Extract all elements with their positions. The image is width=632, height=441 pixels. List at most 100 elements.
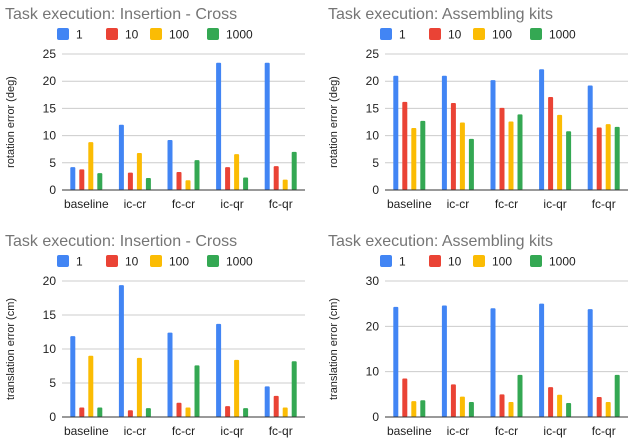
- bar-fc-cr-10: [176, 172, 182, 190]
- y-tick-label: 0: [49, 183, 56, 197]
- bar-ic-cr-1: [118, 124, 124, 190]
- legend-label-1000: 1000: [226, 255, 253, 269]
- bar-baseline-1000: [420, 120, 426, 190]
- bar-ic-qr-1: [539, 69, 545, 190]
- bar-ic-cr-1: [118, 285, 124, 417]
- legend-swatch-1: [380, 255, 392, 267]
- y-tick-label: 10: [366, 365, 380, 379]
- bar-baseline-100: [411, 401, 417, 417]
- bar-fc-cr-10: [499, 394, 505, 417]
- y-tick-label: 30: [366, 274, 380, 288]
- legend-swatch-1: [57, 28, 69, 40]
- bar-ic-qr-1000: [243, 177, 249, 190]
- bar-fc-qr-100: [605, 124, 611, 190]
- x-tick-label: fc-cr: [172, 197, 195, 211]
- x-tick-label: baseline: [64, 197, 109, 211]
- legend-label-1: 1: [76, 28, 83, 42]
- bar-ic-cr-1: [441, 75, 447, 190]
- bar-fc-qr-100: [282, 407, 288, 417]
- legend-swatch-10: [106, 28, 118, 40]
- x-tick-label: ic-qr: [220, 197, 243, 211]
- chart-title: Task execution: Assembling kits: [328, 6, 553, 23]
- bar-ic-qr-1: [216, 62, 222, 191]
- bar-fc-qr-1000: [614, 374, 620, 417]
- bar-baseline-1000: [97, 407, 103, 417]
- legend-label-100: 100: [169, 255, 189, 269]
- bar-baseline-100: [88, 355, 94, 417]
- bar-fc-cr-100: [508, 402, 514, 417]
- bar-ic-cr-1000: [468, 402, 474, 417]
- chart-title: Task execution: Insertion - Cross: [5, 233, 237, 250]
- bar-ic-qr-1: [539, 303, 545, 417]
- bar-ic-qr-10: [548, 96, 554, 190]
- bar-baseline-100: [88, 142, 94, 190]
- y-tick-label: 15: [43, 308, 57, 322]
- bar-ic-qr-10: [548, 387, 554, 417]
- bar-ic-qr-1000: [243, 408, 249, 417]
- bar-fc-cr-1: [490, 308, 496, 417]
- bar-fc-qr-1: [264, 386, 270, 417]
- x-tick-label: fc-cr: [495, 197, 518, 211]
- bar-baseline-10: [402, 378, 408, 417]
- bar-ic-cr-10: [450, 384, 456, 417]
- y-tick-label: 20: [43, 74, 57, 88]
- bar-baseline-1000: [97, 173, 103, 190]
- legend-label-1000: 1000: [549, 28, 576, 42]
- y-tick-label: 20: [366, 74, 380, 88]
- legend-swatch-100: [473, 255, 485, 267]
- legend-label-100: 100: [492, 255, 512, 269]
- bar-fc-cr-100: [185, 407, 191, 417]
- bar-ic-cr-10: [450, 102, 456, 190]
- bar-baseline-10: [79, 407, 85, 417]
- x-tick-label: ic-cr: [124, 197, 147, 211]
- bar-baseline-1: [393, 75, 399, 190]
- bar-fc-qr-10: [596, 127, 602, 190]
- bar-ic-cr-100: [136, 357, 142, 417]
- x-tick-label: fc-qr: [592, 424, 616, 438]
- x-tick-label: baseline: [387, 424, 432, 438]
- y-tick-label: 0: [49, 410, 56, 424]
- legend-label-100: 100: [492, 28, 512, 42]
- bar-fc-qr-1000: [291, 361, 297, 417]
- bar-fc-cr-1000: [517, 374, 523, 417]
- bar-baseline-1: [70, 336, 76, 417]
- bar-ic-cr-1000: [468, 138, 474, 190]
- bar-baseline-1000: [420, 400, 426, 417]
- y-tick-label: 20: [366, 319, 380, 333]
- bar-fc-qr-100: [282, 179, 288, 190]
- bar-ic-cr-10: [127, 172, 133, 190]
- bar-ic-cr-100: [459, 396, 465, 417]
- bar-ic-qr-100: [234, 359, 240, 417]
- bar-fc-qr-10: [596, 397, 602, 417]
- bar-fc-qr-1: [587, 85, 593, 190]
- bar-fc-qr-100: [605, 402, 611, 417]
- bar-ic-cr-100: [136, 153, 142, 190]
- bar-ic-cr-1000: [145, 408, 151, 417]
- bar-baseline-1: [70, 167, 76, 190]
- chart-title: Task execution: Insertion - Cross: [5, 6, 237, 23]
- x-tick-label: ic-cr: [447, 197, 470, 211]
- bar-ic-cr-100: [459, 122, 465, 190]
- legend-swatch-1: [57, 255, 69, 267]
- y-tick-label: 0: [372, 410, 379, 424]
- y-tick-label: 20: [43, 274, 57, 288]
- legend-swatch-1: [380, 28, 392, 40]
- y-tick-label: 10: [43, 129, 57, 143]
- bar-baseline-1: [393, 306, 399, 417]
- bar-ic-qr-10: [225, 406, 231, 417]
- y-tick-label: 0: [372, 183, 379, 197]
- bar-ic-qr-100: [557, 394, 563, 417]
- chart-title: Task execution: Assembling kits: [328, 233, 553, 250]
- legend-swatch-10: [429, 255, 441, 267]
- bar-fc-cr-1: [490, 80, 496, 190]
- x-tick-label: baseline: [64, 424, 109, 438]
- bar-fc-cr-10: [176, 402, 182, 417]
- y-tick-label: 10: [366, 129, 380, 143]
- y-tick-label: 15: [43, 101, 57, 115]
- bar-fc-qr-10: [273, 166, 279, 190]
